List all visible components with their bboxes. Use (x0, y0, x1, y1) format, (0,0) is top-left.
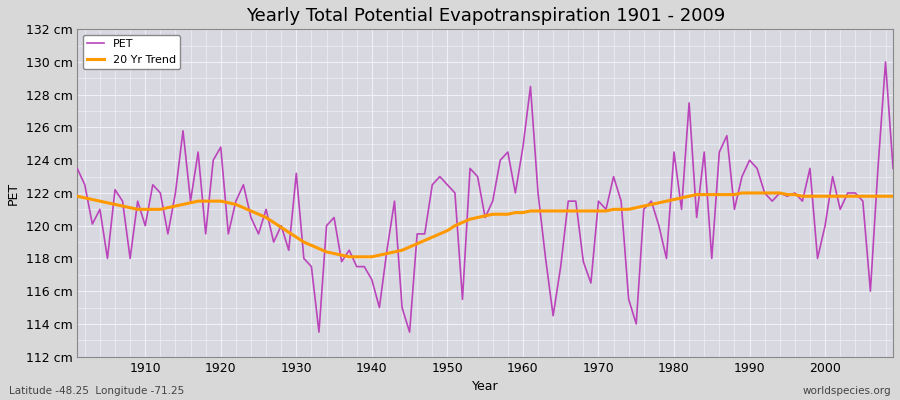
20 Yr Trend (351, 254, 362, 259)
20 Yr Trend (299, 240, 310, 244)
Text: worldspecies.org: worldspecies.org (803, 386, 891, 396)
Line: PET: PET (77, 62, 893, 332)
PET (299, 256, 310, 261)
Y-axis label: PET: PET (7, 181, 20, 204)
PET (313, 330, 324, 334)
Line: 20 Yr Trend: 20 Yr Trend (77, 193, 893, 257)
PET (351, 264, 362, 269)
20 Yr Trend (525, 208, 535, 213)
Title: Yearly Total Potential Evapotranspiration 1901 - 2009: Yearly Total Potential Evapotranspiratio… (246, 7, 724, 25)
20 Yr Trend (72, 194, 83, 199)
20 Yr Trend (736, 190, 747, 195)
PET (616, 199, 626, 204)
Legend: PET, 20 Yr Trend: PET, 20 Yr Trend (83, 35, 180, 70)
Text: Latitude -48.25  Longitude -71.25: Latitude -48.25 Longitude -71.25 (9, 386, 184, 396)
PET (518, 145, 528, 150)
20 Yr Trend (132, 207, 143, 212)
20 Yr Trend (518, 210, 528, 215)
PET (72, 166, 83, 171)
20 Yr Trend (616, 207, 626, 212)
PET (132, 199, 143, 204)
20 Yr Trend (344, 254, 355, 259)
PET (880, 60, 891, 64)
X-axis label: Year: Year (472, 380, 499, 393)
PET (525, 84, 535, 89)
PET (887, 166, 898, 171)
20 Yr Trend (887, 194, 898, 199)
